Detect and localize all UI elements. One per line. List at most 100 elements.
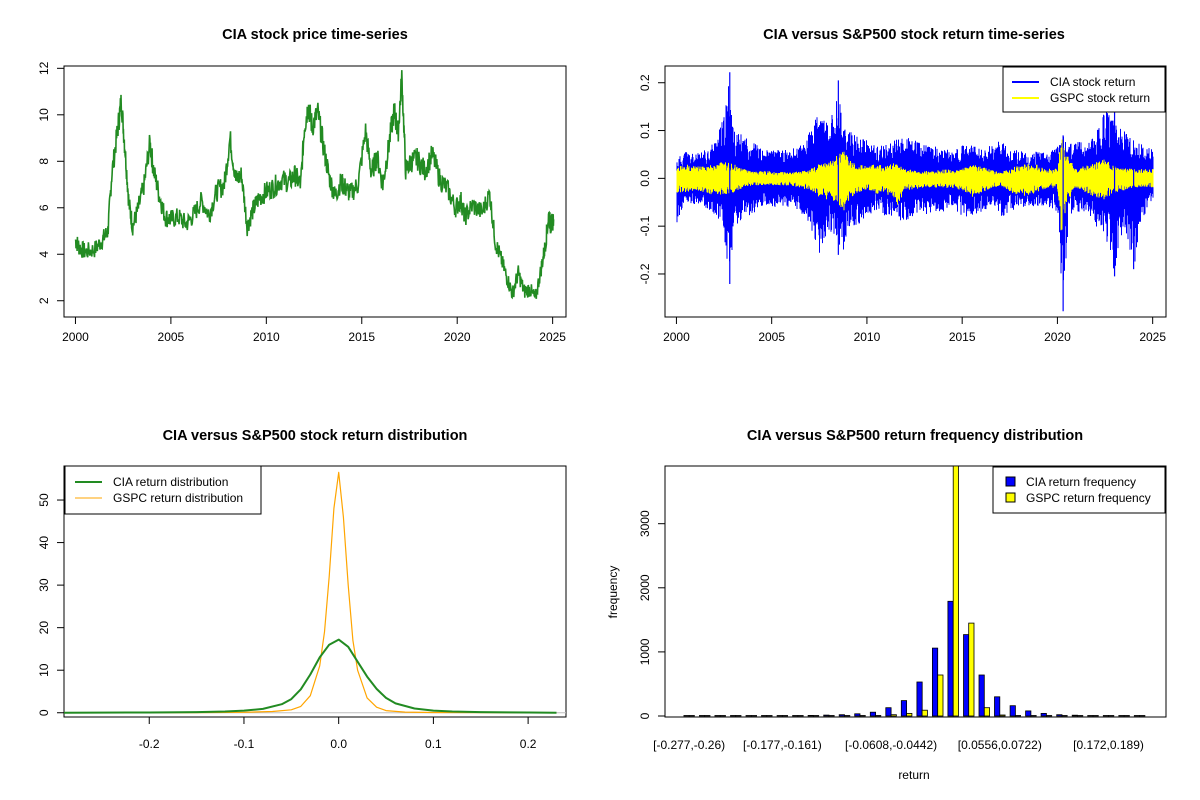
gspc-frequency-bar xyxy=(688,715,695,717)
gspc-frequency-bar xyxy=(1077,715,1084,717)
price-chart-title: CIA stock price time-series xyxy=(222,27,408,43)
frequency-bars xyxy=(683,465,1146,717)
price-y-tick-label: 8 xyxy=(37,158,51,165)
price-x-tick-label: 2000 xyxy=(62,330,89,344)
cia-frequency-bar xyxy=(1102,715,1110,717)
return-series-plot-frame xyxy=(664,65,1167,318)
return-series-legend-box xyxy=(1002,66,1166,113)
frequency-plot-frame xyxy=(664,465,1167,718)
gspc-frequency-bar xyxy=(999,714,1006,717)
cia-frequency-bar xyxy=(1040,713,1047,717)
cia-frequency-bar xyxy=(683,715,690,717)
price-x-tick-label: 2005 xyxy=(158,330,185,344)
price-x-tick-label: 2020 xyxy=(444,330,471,344)
frequency-x-axis: [-0.277,-0.26) [-0.177,-0.161) [-0.0608,-0… xyxy=(653,738,1144,752)
density-y-tick-label: 20 xyxy=(37,621,51,635)
return-series-y-tick-label: -0.2 xyxy=(638,263,652,284)
frequency-x-tick-label: [-0.0608,-0.0442) xyxy=(845,738,937,752)
cia-density-line xyxy=(63,638,557,714)
return-series-x-tick-label: 2005 xyxy=(758,330,785,344)
cia-frequency-bar xyxy=(730,715,737,717)
frequency-y-axis: 0 1000 2000 3000 xyxy=(638,510,665,719)
frequency-y-tick-label: 2000 xyxy=(638,574,652,601)
density-chart: CIA versus S&P500 stock return distribut… xyxy=(37,428,567,751)
price-y-tick-label: 12 xyxy=(37,61,51,75)
gspc-frequency-bar xyxy=(828,715,835,717)
cia-frequency-bar xyxy=(1025,710,1032,717)
cia-frequency-bar xyxy=(1118,715,1125,717)
frequency-y-tick-label: 1000 xyxy=(638,638,652,665)
return-series-x-tick-label: 2010 xyxy=(854,330,881,344)
gspc-frequency-bar xyxy=(1139,715,1146,717)
frequency-x-tick-label: [-0.277,-0.26) xyxy=(653,738,725,752)
price-x-axis: 2000 2005 2010 2015 2020 2025 xyxy=(62,317,566,344)
density-y-axis: 0 10 20 30 40 50 xyxy=(37,493,64,716)
legend-gspc-density-label: GSPC return distribution xyxy=(113,491,243,505)
return-series-title: CIA versus S&P500 stock return time-seri… xyxy=(763,27,1065,43)
cia-frequency-bar xyxy=(994,696,1001,717)
return-series-x-tick-label: 2025 xyxy=(1139,330,1166,344)
density-series xyxy=(63,471,566,714)
return-series-x-tick-label: 2015 xyxy=(949,330,976,344)
price-chart: CIA stock price time-series 2000 2005 2010… xyxy=(37,27,567,344)
cia-frequency-bar xyxy=(932,647,939,717)
price-y-tick-label: 6 xyxy=(37,204,51,211)
return-series-y-tick-label: 0.2 xyxy=(638,74,652,91)
gspc-frequency-bar xyxy=(937,674,944,717)
gspc-frequency-bar xyxy=(844,715,851,717)
gspc-frequency-bar xyxy=(1092,715,1099,717)
return-series-legend: CIA stock return GSPC stock return xyxy=(1002,66,1166,113)
return-series-data xyxy=(676,72,1154,312)
cia-frequency-bar xyxy=(776,715,783,717)
cia-frequency-bar xyxy=(854,713,861,717)
density-x-tick-label: 0.2 xyxy=(520,737,537,751)
return-series-chart: CIA versus S&P500 stock return time-seri… xyxy=(638,27,1167,344)
gspc-frequency-bar xyxy=(1123,715,1130,717)
gspc-frequency-bar xyxy=(735,715,742,717)
density-y-tick-label: 0 xyxy=(37,709,51,716)
cia-frequency-bar xyxy=(916,681,923,717)
gspc-frequency-bar xyxy=(1046,715,1053,717)
frequency-x-tick-label: [-0.177,-0.161) xyxy=(743,738,822,752)
legend-gspc-frequency-label: GSPC return frequency xyxy=(1026,491,1151,505)
return-series-x-tick-label: 2000 xyxy=(663,330,690,344)
gspc-density-line xyxy=(64,471,557,714)
gspc-frequency-bar xyxy=(1108,715,1115,717)
cia-frequency-bar xyxy=(807,715,814,717)
gspc-frequency-bar xyxy=(983,707,990,717)
frequency-chart: CIA versus S&P500 return frequency distr… xyxy=(606,428,1167,782)
density-legend: CIA return distribution GSPC return dist… xyxy=(64,465,262,515)
legend-gspc-frequency-swatch xyxy=(1005,492,1016,503)
gspc-frequency-bar xyxy=(875,715,882,717)
density-y-tick-label: 30 xyxy=(37,578,51,592)
gspc-frequency-bar xyxy=(968,622,975,717)
cia-frequency-bar xyxy=(1087,715,1094,717)
frequency-x-tick-label: [0.172,0.189) xyxy=(1073,738,1144,752)
return-series-y-tick-label: 0.0 xyxy=(638,170,652,187)
frequency-y-tick-label: 0 xyxy=(638,712,652,719)
gspc-frequency-bar xyxy=(704,715,711,717)
cia-frequency-bar xyxy=(947,600,954,717)
cia-frequency-bar xyxy=(1071,714,1078,717)
price-x-tick-label: 2010 xyxy=(253,330,280,344)
gspc-frequency-bar xyxy=(797,715,804,717)
legend-cia-frequency-label: CIA return frequency xyxy=(1026,475,1136,489)
density-x-axis: -0.2 -0.1 0.0 0.1 0.2 xyxy=(139,717,537,751)
frequency-y-axis-label: frequency xyxy=(606,566,620,619)
price-y-axis: 2 4 6 8 10 12 xyxy=(37,61,64,304)
price-y-tick-label: 2 xyxy=(37,297,51,304)
gspc-frequency-bar xyxy=(859,715,866,717)
gspc-frequency-bar xyxy=(921,709,928,717)
gspc-frequency-bar xyxy=(766,715,773,717)
return-series-x-axis: 2000 2005 2010 2015 2020 2025 xyxy=(663,317,1166,344)
return-series-y-axis: -0.2 -0.1 0.0 0.1 0.2 xyxy=(638,74,665,284)
density-plot-frame xyxy=(63,465,567,718)
cia-frequency-bar xyxy=(714,715,721,717)
return-series-y-tick-label: -0.1 xyxy=(638,216,652,237)
cia-frequency-bar xyxy=(963,634,970,717)
gspc-frequency-bar xyxy=(952,465,959,717)
return-series-y-tick-label: 0.1 xyxy=(638,122,652,139)
gspc-frequency-bar xyxy=(719,715,726,717)
